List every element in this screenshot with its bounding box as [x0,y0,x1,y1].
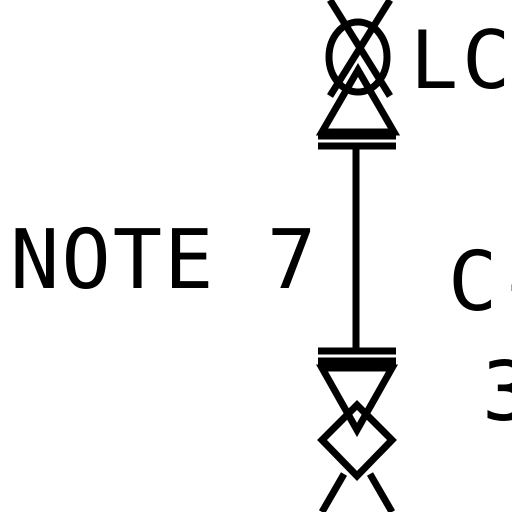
partial-number-label: 3 [482,345,512,440]
note-7-label: NOTE 7 [10,213,318,308]
bottom-valve-lower-right-leg [366,472,396,512]
bottom-valve-lower-left-leg [318,472,348,512]
bracket-code-label: C- [448,235,512,330]
bottom-flange [318,347,396,365]
bottom-valve-diamond [317,400,397,482]
bottom-valve-symbol [316,364,398,512]
top-flange [318,132,396,150]
top-ball-valve-symbol [315,0,401,136]
top-valve-ball-circle [325,18,391,96]
bottom-valve-upper-triangle [316,364,398,438]
lc-label: LC [410,14,512,107]
top-valve-lower-triangle [315,63,401,136]
